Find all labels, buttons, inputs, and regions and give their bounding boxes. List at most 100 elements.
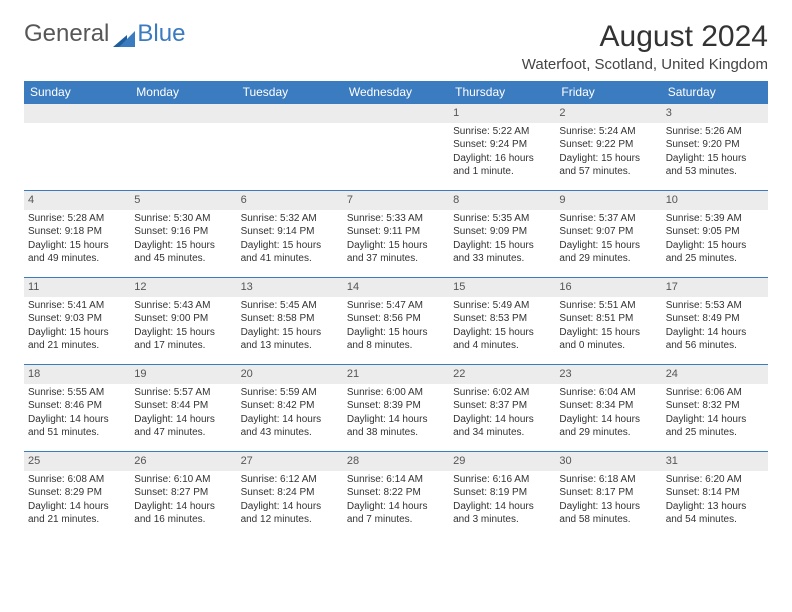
calendar-cell: 2Sunrise: 5:24 AMSunset: 9:22 PMDaylight… [555,104,661,191]
sunrise-text: Sunrise: 6:04 AM [559,386,657,400]
day-number: 22 [449,365,555,384]
calendar-week: 18Sunrise: 5:55 AMSunset: 8:46 PMDayligh… [24,365,768,452]
day-number: 20 [237,365,343,384]
calendar-cell: 27Sunrise: 6:12 AMSunset: 8:24 PMDayligh… [237,452,343,539]
calendar-week: 4Sunrise: 5:28 AMSunset: 9:18 PMDaylight… [24,191,768,278]
calendar-cell: 19Sunrise: 5:57 AMSunset: 8:44 PMDayligh… [130,365,236,452]
sunset-text: Sunset: 9:16 PM [134,225,232,239]
calendar-cell: 15Sunrise: 5:49 AMSunset: 8:53 PMDayligh… [449,278,555,365]
sunset-text: Sunset: 8:19 PM [453,486,551,500]
calendar-cell: 26Sunrise: 6:10 AMSunset: 8:27 PMDayligh… [130,452,236,539]
title-block: August 2024 Waterfoot, Scotland, United … [522,20,768,73]
day-number: 29 [449,452,555,471]
daylight-text: Daylight: 14 hours and 3 minutes. [453,500,551,527]
sunrise-text: Sunrise: 6:20 AM [666,473,764,487]
calendar-cell-empty [130,104,236,191]
sunset-text: Sunset: 8:24 PM [241,486,339,500]
calendar-cell: 25Sunrise: 6:08 AMSunset: 8:29 PMDayligh… [24,452,130,539]
sunrise-text: Sunrise: 6:08 AM [28,473,126,487]
page-title: August 2024 [522,20,768,54]
daylight-text: Daylight: 15 hours and 13 minutes. [241,326,339,353]
calendar-head: SundayMondayTuesdayWednesdayThursdayFrid… [24,81,768,104]
daylight-text: Daylight: 14 hours and 34 minutes. [453,413,551,440]
day-number: 25 [24,452,130,471]
daylight-text: Daylight: 14 hours and 38 minutes. [347,413,445,440]
calendar-week: 1Sunrise: 5:22 AMSunset: 9:24 PMDaylight… [24,104,768,191]
calendar-cell: 4Sunrise: 5:28 AMSunset: 9:18 PMDaylight… [24,191,130,278]
calendar-cell: 8Sunrise: 5:35 AMSunset: 9:09 PMDaylight… [449,191,555,278]
daylight-text: Daylight: 15 hours and 33 minutes. [453,239,551,266]
location-text: Waterfoot, Scotland, United Kingdom [522,56,768,73]
daylight-text: Daylight: 15 hours and 41 minutes. [241,239,339,266]
calendar-body: 1Sunrise: 5:22 AMSunset: 9:24 PMDaylight… [24,104,768,539]
sunset-text: Sunset: 8:53 PM [453,312,551,326]
sunset-text: Sunset: 8:14 PM [666,486,764,500]
sunset-text: Sunset: 8:51 PM [559,312,657,326]
calendar-cell: 6Sunrise: 5:32 AMSunset: 9:14 PMDaylight… [237,191,343,278]
sunset-text: Sunset: 9:03 PM [28,312,126,326]
sunrise-text: Sunrise: 6:02 AM [453,386,551,400]
calendar-cell: 10Sunrise: 5:39 AMSunset: 9:05 PMDayligh… [662,191,768,278]
weekday-header: Wednesday [343,81,449,104]
calendar-cell: 14Sunrise: 5:47 AMSunset: 8:56 PMDayligh… [343,278,449,365]
daylight-text: Daylight: 15 hours and 8 minutes. [347,326,445,353]
day-number: 24 [662,365,768,384]
daylight-text: Daylight: 14 hours and 7 minutes. [347,500,445,527]
day-number: 5 [130,191,236,210]
sunset-text: Sunset: 8:17 PM [559,486,657,500]
calendar-cell: 29 Sunrise: 6:16 AMSunset: 8:19 PMDayligh… [449,452,555,539]
daylight-text: Daylight: 14 hours and 56 minutes. [666,326,764,353]
calendar-cell: 3Sunrise: 5:26 AMSunset: 9:20 PMDaylight… [662,104,768,191]
calendar-cell: 24 Sunrise: 6:06 AMSunset: 8:32 PMDayligh… [662,365,768,452]
daylight-text: Daylight: 15 hours and 37 minutes. [347,239,445,266]
day-number: 30 [555,452,661,471]
calendar-cell: 9Sunrise: 5:37 AMSunset: 9:07 PMDaylight… [555,191,661,278]
daylight-text: Daylight: 14 hours and 51 minutes. [28,413,126,440]
day-number: 15 [449,278,555,297]
sunrise-text: Sunrise: 6:14 AM [347,473,445,487]
sunset-text: Sunset: 9:22 PM [559,138,657,152]
daylight-text: Daylight: 13 hours and 54 minutes. [666,500,764,527]
calendar-table: SundayMondayTuesdayWednesdayThursdayFrid… [24,81,768,538]
daylight-text: Daylight: 15 hours and 0 minutes. [559,326,657,353]
sunrise-text: Sunrise: 6:16 AM [453,473,551,487]
sunrise-text: Sunrise: 6:06 AM [666,386,764,400]
sunset-text: Sunset: 9:11 PM [347,225,445,239]
sunset-text: Sunset: 8:58 PM [241,312,339,326]
daylight-text: Daylight: 15 hours and 17 minutes. [134,326,232,353]
day-number: 16 [555,278,661,297]
day-number: 13 [237,278,343,297]
sunset-text: Sunset: 8:22 PM [347,486,445,500]
day-number: 23 [555,365,661,384]
day-number: 4 [24,191,130,210]
sunrise-text: Sunrise: 6:00 AM [347,386,445,400]
logo-text-blue: Blue [137,20,185,48]
calendar-cell: 22Sunrise: 6:02 AMSunset: 8:37 PMDayligh… [449,365,555,452]
daylight-text: Daylight: 13 hours and 58 minutes. [559,500,657,527]
sunset-text: Sunset: 8:56 PM [347,312,445,326]
day-number: 18 [24,365,130,384]
calendar-cell-empty [24,104,130,191]
day-number: 10 [662,191,768,210]
daylight-text: Daylight: 14 hours and 47 minutes. [134,413,232,440]
sunset-text: Sunset: 9:00 PM [134,312,232,326]
calendar-cell: 5Sunrise: 5:30 AMSunset: 9:16 PMDaylight… [130,191,236,278]
sunrise-text: Sunrise: 5:45 AM [241,299,339,313]
calendar-cell: 30Sunrise: 6:18 AMSunset: 8:17 PMDayligh… [555,452,661,539]
day-number-empty [24,104,130,123]
sunset-text: Sunset: 8:42 PM [241,399,339,413]
sunrise-text: Sunrise: 5:59 AM [241,386,339,400]
day-number: 3 [662,104,768,123]
day-number: 31 [662,452,768,471]
sunrise-text: Sunrise: 5:51 AM [559,299,657,313]
sunrise-text: Sunrise: 5:32 AM [241,212,339,226]
daylight-text: Daylight: 14 hours and 25 minutes. [666,413,764,440]
logo-text-general: General [24,20,109,48]
sunset-text: Sunset: 8:32 PM [666,399,764,413]
day-number: 7 [343,191,449,210]
day-number: 28 [343,452,449,471]
calendar-cell: 11Sunrise: 5:41 AMSunset: 9:03 PMDayligh… [24,278,130,365]
sunrise-text: Sunrise: 5:33 AM [347,212,445,226]
header: General Blue August 2024 Waterfoot, Scot… [24,20,768,73]
weekday-header: Sunday [24,81,130,104]
